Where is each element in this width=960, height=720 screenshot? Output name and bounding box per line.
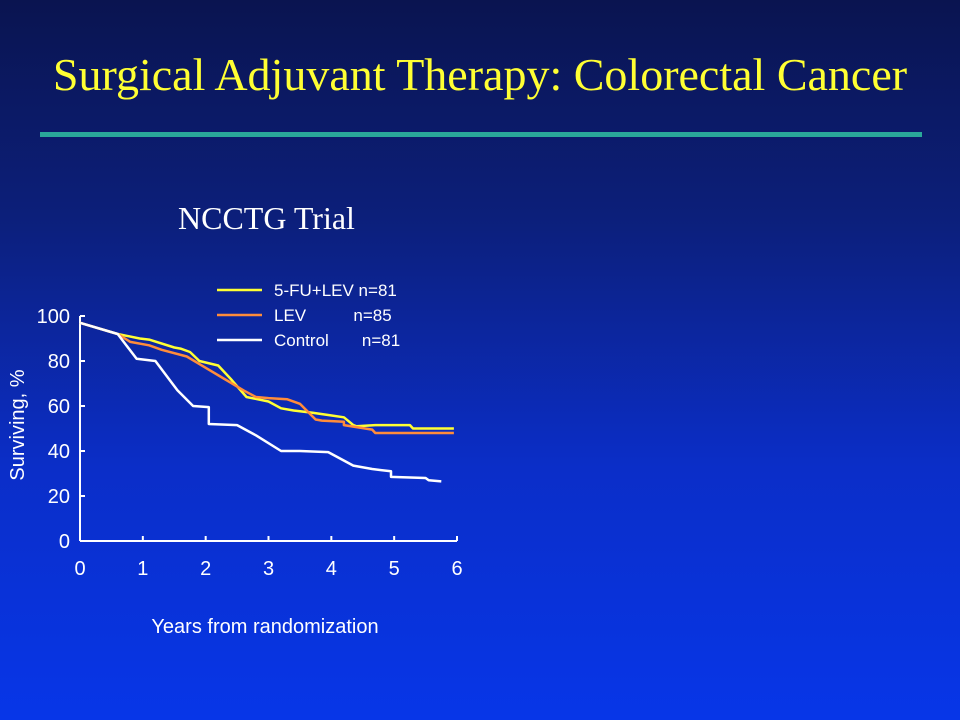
y-tick-label: 100 [37,306,70,328]
x-tick-label: 2 [200,558,211,580]
y-tick-label: 60 [48,396,70,418]
slide-title: Surgical Adjuvant Therapy: Colorectal Ca… [52,49,908,100]
x-tick-label: 1 [137,558,148,580]
x-tick-label: 3 [263,558,274,580]
x-axis-label: Years from randomization [151,616,378,638]
y-tick-label: 40 [48,441,70,463]
legend-label-control: Control n=81 [274,331,400,350]
series-line-control [79,321,442,483]
chart-series [79,321,454,483]
legend-label-lev: LEV n=85 [274,306,392,325]
x-tick-label: 5 [389,558,400,580]
x-tick-label: 6 [451,558,462,580]
y-tick-label: 20 [48,486,70,508]
x-tick-label: 4 [326,558,337,580]
series-line-lev [79,321,454,435]
legend-label-5-fu-lev: 5-FU+LEV n=81 [274,281,397,300]
y-tick-label: 0 [59,531,70,553]
series-line-5-fu-lev [79,321,454,430]
x-tick-label: 0 [74,558,85,580]
chart-legend: 5-FU+LEV n=81 LEV n=85 Control n=81 [217,281,400,350]
chart-axes: 0 20 40 60 80 100 0 1 2 3 4 5 6 [37,306,463,580]
y-axis-label: Surviving, % [7,369,29,480]
title-divider [40,132,922,137]
y-tick-label: 80 [48,351,70,373]
chart-title: NCCTG Trial [178,200,355,236]
